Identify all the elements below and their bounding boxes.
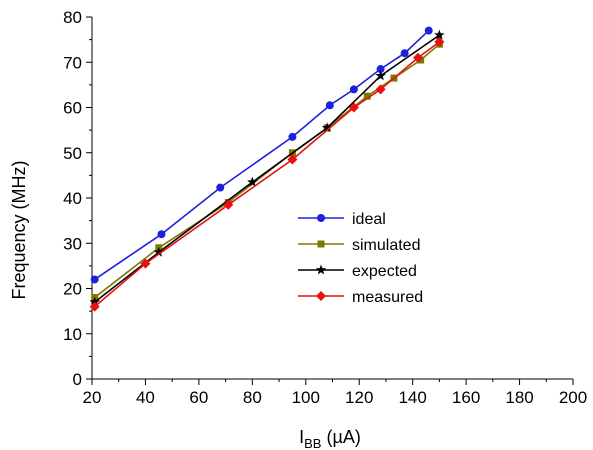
data-point-expected <box>153 246 165 257</box>
x-axis-title-subscript: BB <box>304 436 321 450</box>
data-point-measured <box>140 258 151 269</box>
x-tick-label: 200 <box>559 388 587 407</box>
legend-item-expected: expected <box>298 263 417 280</box>
data-point-ideal <box>424 26 433 35</box>
legend-label: expected <box>352 263 417 280</box>
y-tick-label: 0 <box>73 370 82 389</box>
data-point-ideal <box>216 183 225 192</box>
legend-swatch-marker <box>317 214 325 222</box>
data-point-measured <box>434 36 445 47</box>
y-axis-title: Frequency (MHz) <box>9 160 29 299</box>
y-tick-label: 20 <box>63 280 82 299</box>
y-tick-label: 40 <box>63 189 82 208</box>
data-point-ideal <box>90 275 99 284</box>
x-tick-label: 100 <box>292 388 320 407</box>
data-point-expected <box>247 176 258 187</box>
legend: ideal simulated expected measured <box>298 211 423 306</box>
series-expected <box>89 29 445 307</box>
data-point-measured <box>223 199 234 210</box>
legend-swatch-marker <box>315 264 327 275</box>
x-tick-label: 180 <box>505 388 533 407</box>
data-point-ideal <box>325 101 334 110</box>
x-tick-label: 40 <box>136 388 155 407</box>
x-tick-label: 120 <box>345 388 373 407</box>
legend-item-simulated: simulated <box>298 237 420 254</box>
data-point-measured <box>375 84 386 95</box>
data-point-ideal <box>157 230 166 239</box>
data-point-simulated <box>363 92 371 100</box>
data-point-ideal <box>288 132 297 141</box>
x-axis-title-main: I <box>299 427 304 447</box>
x-axis-title-unit: (µA) <box>321 427 360 447</box>
series-ideal <box>90 26 433 284</box>
y-tick-label: 10 <box>63 325 82 344</box>
y-tick-label: 60 <box>63 99 82 118</box>
data-point-measured <box>348 102 359 113</box>
legend-label: ideal <box>352 211 386 228</box>
series-line-measured <box>94 41 440 308</box>
legend-item-ideal: ideal <box>298 211 386 228</box>
series-line-expected <box>94 34 440 303</box>
data-point-measured <box>287 154 298 165</box>
data-point-expected <box>89 296 100 307</box>
legend-label: measured <box>352 289 423 306</box>
legend-label: simulated <box>352 237 420 254</box>
y-tick-label: 50 <box>63 144 82 163</box>
data-point-ideal <box>349 85 358 94</box>
plot-axes <box>91 17 573 380</box>
data-point-ideal <box>400 49 409 58</box>
series-measured <box>89 36 445 312</box>
y-tick-label: 80 <box>63 8 82 27</box>
legend-swatch-marker <box>317 240 325 248</box>
data-point-measured <box>413 52 424 63</box>
data-point-expected <box>321 122 333 133</box>
y-tick-label: 70 <box>63 53 82 72</box>
x-tick-label: 160 <box>452 388 480 407</box>
axis-ticks: 20 40 60 80 100 120 140 160 180 200 0 10 20 30 40 50 60 7… <box>63 8 587 407</box>
data-point-measured <box>89 301 100 312</box>
x-tick-label: 60 <box>189 388 208 407</box>
data-series <box>89 26 445 312</box>
x-tick-label: 20 <box>83 388 102 407</box>
data-point-ideal <box>376 65 385 74</box>
legend-swatch-marker <box>316 291 326 301</box>
data-point-expected <box>434 29 445 40</box>
y-tick-label: 30 <box>63 234 82 253</box>
x-axis-title: IBB (µA) <box>299 427 361 450</box>
x-tick-label: 140 <box>398 388 426 407</box>
data-point-expected <box>375 70 386 81</box>
legend-item-measured: measured <box>298 289 423 306</box>
x-tick-label: 80 <box>243 388 262 407</box>
